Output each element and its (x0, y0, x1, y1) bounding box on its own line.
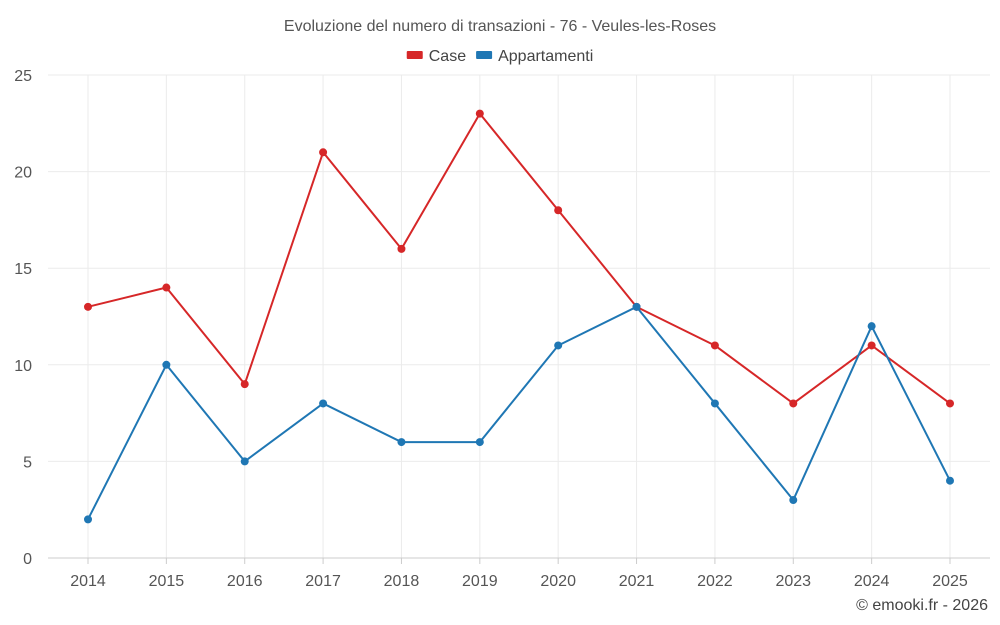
data-point-appartamenti (84, 515, 92, 524)
data-point-appartamenti (475, 438, 484, 447)
data-point-case (240, 380, 249, 389)
x-tick-label: 2024 (854, 573, 890, 590)
legend-label: Appartamenti (498, 48, 593, 65)
data-point-appartamenti (710, 399, 719, 408)
y-tick-label: 15 (14, 261, 32, 278)
x-tick-label: 2016 (227, 573, 263, 590)
x-tick-label: 2023 (775, 573, 811, 590)
legend: Case Appartamenti (406, 48, 593, 65)
x-tick-label: 2017 (305, 573, 341, 590)
series-line-case (87, 112, 951, 405)
x-tick-label: 2018 (384, 573, 420, 590)
x-tick-label: 2019 (462, 573, 498, 590)
x-tick-label: 2015 (149, 573, 185, 590)
data-point-case (710, 341, 719, 350)
series-lines (84, 109, 954, 524)
data-point-appartamenti (789, 496, 798, 505)
data-point-case (789, 399, 798, 408)
data-point-appartamenti (162, 360, 171, 369)
x-tick-label: 2020 (540, 573, 576, 590)
data-point-case (946, 399, 954, 408)
data-point-appartamenti (632, 302, 641, 311)
x-tick-label: 2022 (697, 573, 733, 590)
data-point-appartamenti (397, 438, 406, 447)
y-tick-label: 0 (23, 551, 32, 568)
x-tick-label: 2021 (619, 573, 655, 590)
data-point-case (162, 283, 171, 292)
y-tick-label: 5 (23, 454, 32, 471)
data-point-case (867, 341, 876, 350)
data-point-case (554, 206, 563, 215)
y-tick-label: 20 (14, 165, 32, 182)
credit-text: © emooki.fr - 2026 (856, 597, 988, 614)
data-point-appartamenti (946, 476, 954, 485)
data-point-appartamenti (867, 322, 876, 331)
legend-swatch (406, 51, 423, 59)
y-tick-label: 10 (14, 358, 32, 375)
data-point-case (319, 148, 328, 157)
x-tick-label: 2025 (932, 573, 968, 590)
data-point-appartamenti (240, 457, 249, 466)
legend-label: Case (429, 48, 466, 65)
data-point-case (84, 302, 92, 311)
legend-swatch (476, 51, 493, 59)
data-point-case (397, 244, 406, 253)
chart-title: Evoluzione del numero di transazioni - 7… (284, 18, 716, 35)
y-tick-label: 25 (14, 68, 32, 85)
gridlines (48, 74, 990, 558)
data-point-case (475, 109, 484, 118)
data-point-appartamenti (319, 399, 328, 408)
x-tick-label: 2014 (70, 573, 106, 590)
data-point-appartamenti (554, 341, 563, 350)
series-line-appartamenti (87, 305, 951, 520)
